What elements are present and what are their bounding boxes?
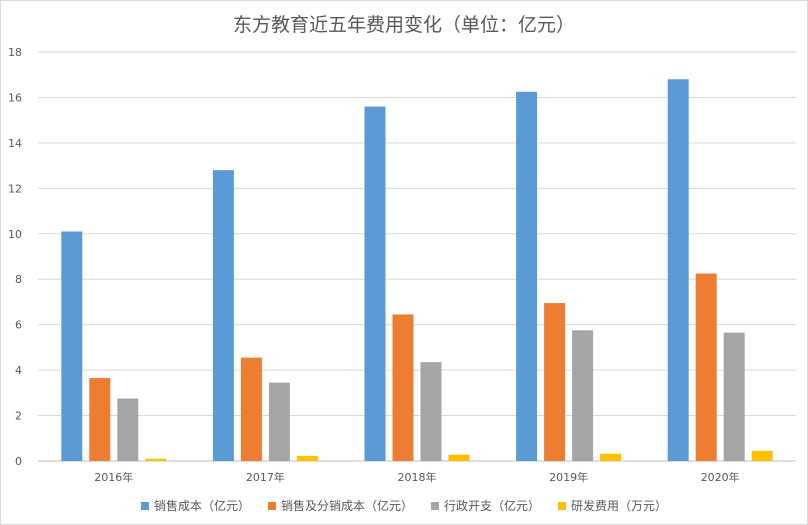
bar [572,330,594,461]
bar [240,357,262,461]
bar [61,231,83,461]
x-tick-label: 2017年 [246,470,285,484]
legend-label: 销售成本（亿元） [153,499,250,513]
y-tick-label: 8 [15,273,22,286]
y-tick-label: 4 [15,364,22,377]
y-tick-label: 12 [8,182,22,195]
x-tick-label: 2016年 [94,470,133,484]
legend-item: 销售及分销成本（亿元） [267,497,413,514]
legend-swatch [140,501,149,510]
x-tick-label: 2018年 [398,470,437,484]
bar [667,79,689,462]
legend-label: 行政开支（亿元） [444,499,541,513]
legend-swatch [431,501,439,510]
legend-label: 销售及分销成本（亿元） [280,499,413,513]
bar [145,458,167,461]
chart-title: 东方教育近五年费用变化（单位：亿元） [232,14,575,36]
y-tick-label: 14 [8,137,22,150]
bar [695,273,717,461]
bar [723,332,745,461]
bar [117,398,139,461]
y-tick-label: 6 [15,319,22,332]
bar [296,456,318,461]
bar [751,450,773,461]
bar [600,453,622,461]
bar [89,378,111,461]
y-tick-label: 18 [8,46,22,59]
y-axis-ticks: 0 2 4 6 8 10 12 14 16 18 [8,46,22,468]
legend-item: 销售成本（亿元） [140,497,250,514]
legend-item: 研发费用（万元） [558,497,667,514]
bars [61,79,773,462]
bar [516,91,538,461]
x-tick-label: 2019年 [549,470,588,484]
legend-swatch [558,501,567,510]
bar [212,170,234,461]
bar [364,106,386,462]
bar [268,382,290,461]
y-tick-label: 0 [15,455,22,468]
legend: 销售成本（亿元） 销售及分销成本（亿元） 行政开支（亿元） 研发费用（万元） [0,497,808,514]
bar [420,362,442,461]
y-tick-label: 10 [8,228,22,241]
bar [392,314,414,461]
bar [544,303,566,461]
x-axis-ticks: 2016年 2017年 2018年 2019年 2020年 [94,470,739,484]
bar [448,454,470,461]
legend-item: 行政开支（亿元） [431,497,540,514]
y-tick-label: 16 [8,91,22,104]
legend-swatch [267,501,276,510]
legend-label: 研发费用（万元） [571,499,668,513]
x-tick-label: 2020年 [701,470,740,484]
y-tick-label: 2 [15,410,22,423]
